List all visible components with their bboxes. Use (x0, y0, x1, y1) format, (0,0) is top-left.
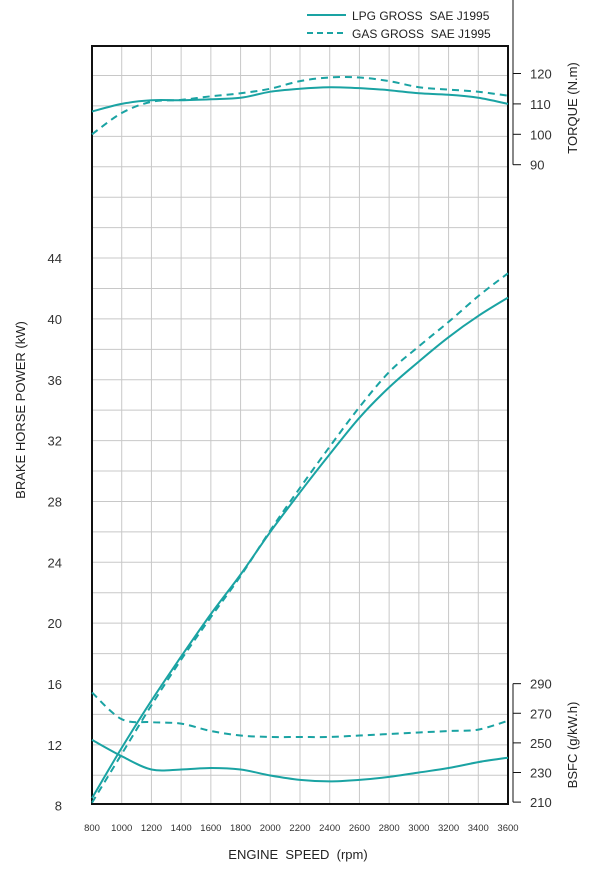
x-axis-title: ENGINE SPEED (rpm) (228, 847, 367, 862)
power-tick-label: 24 (48, 555, 62, 570)
legend-label-lpg: LPG GROSS SAE J1995 (352, 9, 490, 23)
x-tick-label: 2600 (349, 823, 370, 834)
legend: LPG GROSS SAE J1995 GAS GROSS SAE J1995 (307, 9, 491, 41)
lpg-power-line (91, 296, 509, 799)
power-tick-label: 36 (48, 373, 62, 388)
bsfc-tick-label: 210 (530, 795, 552, 810)
power-tick-label: 20 (48, 616, 62, 631)
x-tick-label: 3000 (408, 823, 429, 834)
gas-power-line (91, 272, 509, 804)
x-tick-label: 3600 (497, 823, 518, 834)
bsfc-tick-label: 290 (530, 677, 552, 692)
power-tick-label: 44 (48, 251, 62, 266)
power-tick-label: 32 (48, 434, 62, 449)
plot-frame (91, 45, 509, 805)
legend-label-gas: GAS GROSS SAE J1995 (352, 27, 491, 41)
bsfc-axis-title: BSFC (g/kW.h) (565, 702, 580, 789)
torque-tick-label: 110 (530, 97, 551, 112)
torque-axis-title: TORQUE (N.m) (565, 62, 580, 153)
power-tick-label: 16 (48, 677, 62, 692)
x-tick-label: 1200 (141, 823, 162, 834)
lpg-bsfc-line (91, 739, 509, 783)
power-tick-label: 28 (48, 494, 62, 509)
power-tick-label: 40 (48, 312, 62, 327)
grid (91, 46, 509, 804)
x-tick-label: 1400 (171, 823, 192, 834)
gas-torque-line (91, 75, 509, 136)
x-tick-label: 2200 (289, 823, 310, 834)
torque-tick-label: 100 (530, 127, 552, 142)
x-tick-label: 3200 (438, 823, 459, 834)
torque-tick-label: 90 (530, 158, 544, 173)
series-lines (91, 75, 509, 804)
power-tick-label: 8 (55, 799, 62, 814)
x-tick-label: 1800 (230, 823, 251, 834)
power-tick-label: 12 (48, 738, 62, 753)
x-tick-label: 3400 (468, 823, 489, 834)
bsfc-tick-label: 270 (530, 706, 552, 721)
x-tick-label: 1000 (111, 823, 132, 834)
bsfc-tick-label: 230 (530, 765, 552, 780)
bsfc-tick-label: 250 (530, 736, 552, 751)
x-tick-label: 1600 (200, 823, 221, 834)
gas-bsfc-line (91, 691, 509, 739)
x-tick-label: 2800 (379, 823, 400, 834)
x-tick-label: 2000 (260, 823, 281, 834)
x-tick-label: 800 (84, 823, 100, 834)
torque-tick-label: 120 (530, 67, 552, 82)
power-axis-title: BRAKE HORSE POWER (kW) (13, 321, 28, 499)
axes: 800 1000 1200 1400 1600 1800 2000 2200 2400 2600 2… (48, 0, 552, 834)
x-tick-label: 2400 (319, 823, 340, 834)
